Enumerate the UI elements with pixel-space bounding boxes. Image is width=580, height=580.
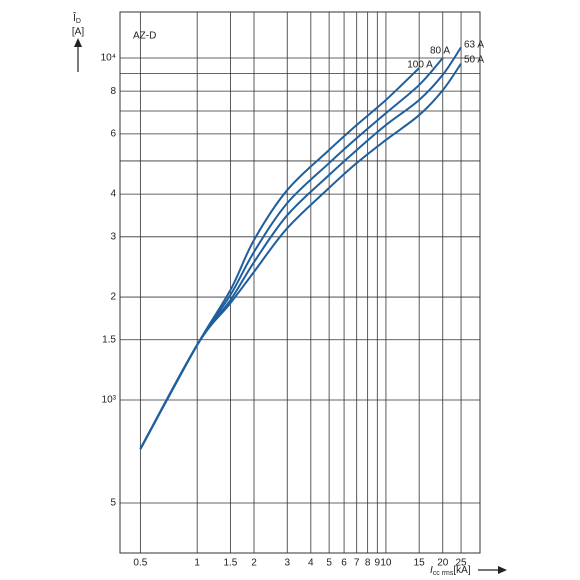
x-label-sub: cc rms <box>433 570 454 577</box>
x-tick-label: 4 <box>308 558 314 569</box>
x-label-main: I <box>430 565 433 576</box>
y-tick-label: 5 <box>110 498 116 509</box>
curve-label: 80 A <box>430 46 450 57</box>
curve <box>139 46 462 450</box>
y-tick-label: 3 <box>110 231 116 242</box>
x-tick-label: 3 <box>284 558 290 569</box>
curve <box>139 63 462 450</box>
x-tick-label: 1.5 <box>223 558 237 569</box>
chart-title: AZ-D <box>133 31 156 42</box>
y-label-sub: D <box>76 18 81 25</box>
x-tick-label: 7 <box>354 558 360 569</box>
y-tick-label: 10³ <box>102 395 117 406</box>
curve-label: 63 A <box>464 40 484 51</box>
x-tick-label: 1 <box>194 558 200 569</box>
x-tick-label: 9 <box>375 558 381 569</box>
y-label-unit: [A] <box>72 27 84 38</box>
x-tick-label: 5 <box>326 558 332 569</box>
y-tick-label: 4 <box>110 189 116 200</box>
x-arrow-head <box>498 566 507 574</box>
x-tick-label: 0.5 <box>133 558 147 569</box>
x-tick-label: 8 <box>365 558 371 569</box>
x-tick-label: 2 <box>251 558 257 569</box>
y-tick-label: 10⁴ <box>101 53 116 64</box>
y-tick-label: 8 <box>110 86 116 97</box>
y-tick-label: 2 <box>110 292 116 303</box>
y-label-symbol: ÎD <box>72 11 81 25</box>
x-tick-label: 15 <box>414 558 426 569</box>
x-tick-label: 6 <box>341 558 347 569</box>
curve-label: 50 A <box>464 55 484 66</box>
y-tick-label: 1.5 <box>102 334 116 345</box>
y-arrow-head <box>74 38 82 47</box>
x-label: Icc rms[kA] <box>430 565 471 577</box>
y-label-main: Î <box>72 11 77 24</box>
plot-frame <box>119 11 481 554</box>
curve-label: 100 A <box>407 60 433 71</box>
x-tick-label: 10 <box>380 558 392 569</box>
x-label-unit: [kA] <box>453 565 470 576</box>
x-tick-label: 25 <box>455 558 467 569</box>
x-tick-label: 20 <box>437 558 449 569</box>
y-tick-label: 6 <box>110 129 116 140</box>
